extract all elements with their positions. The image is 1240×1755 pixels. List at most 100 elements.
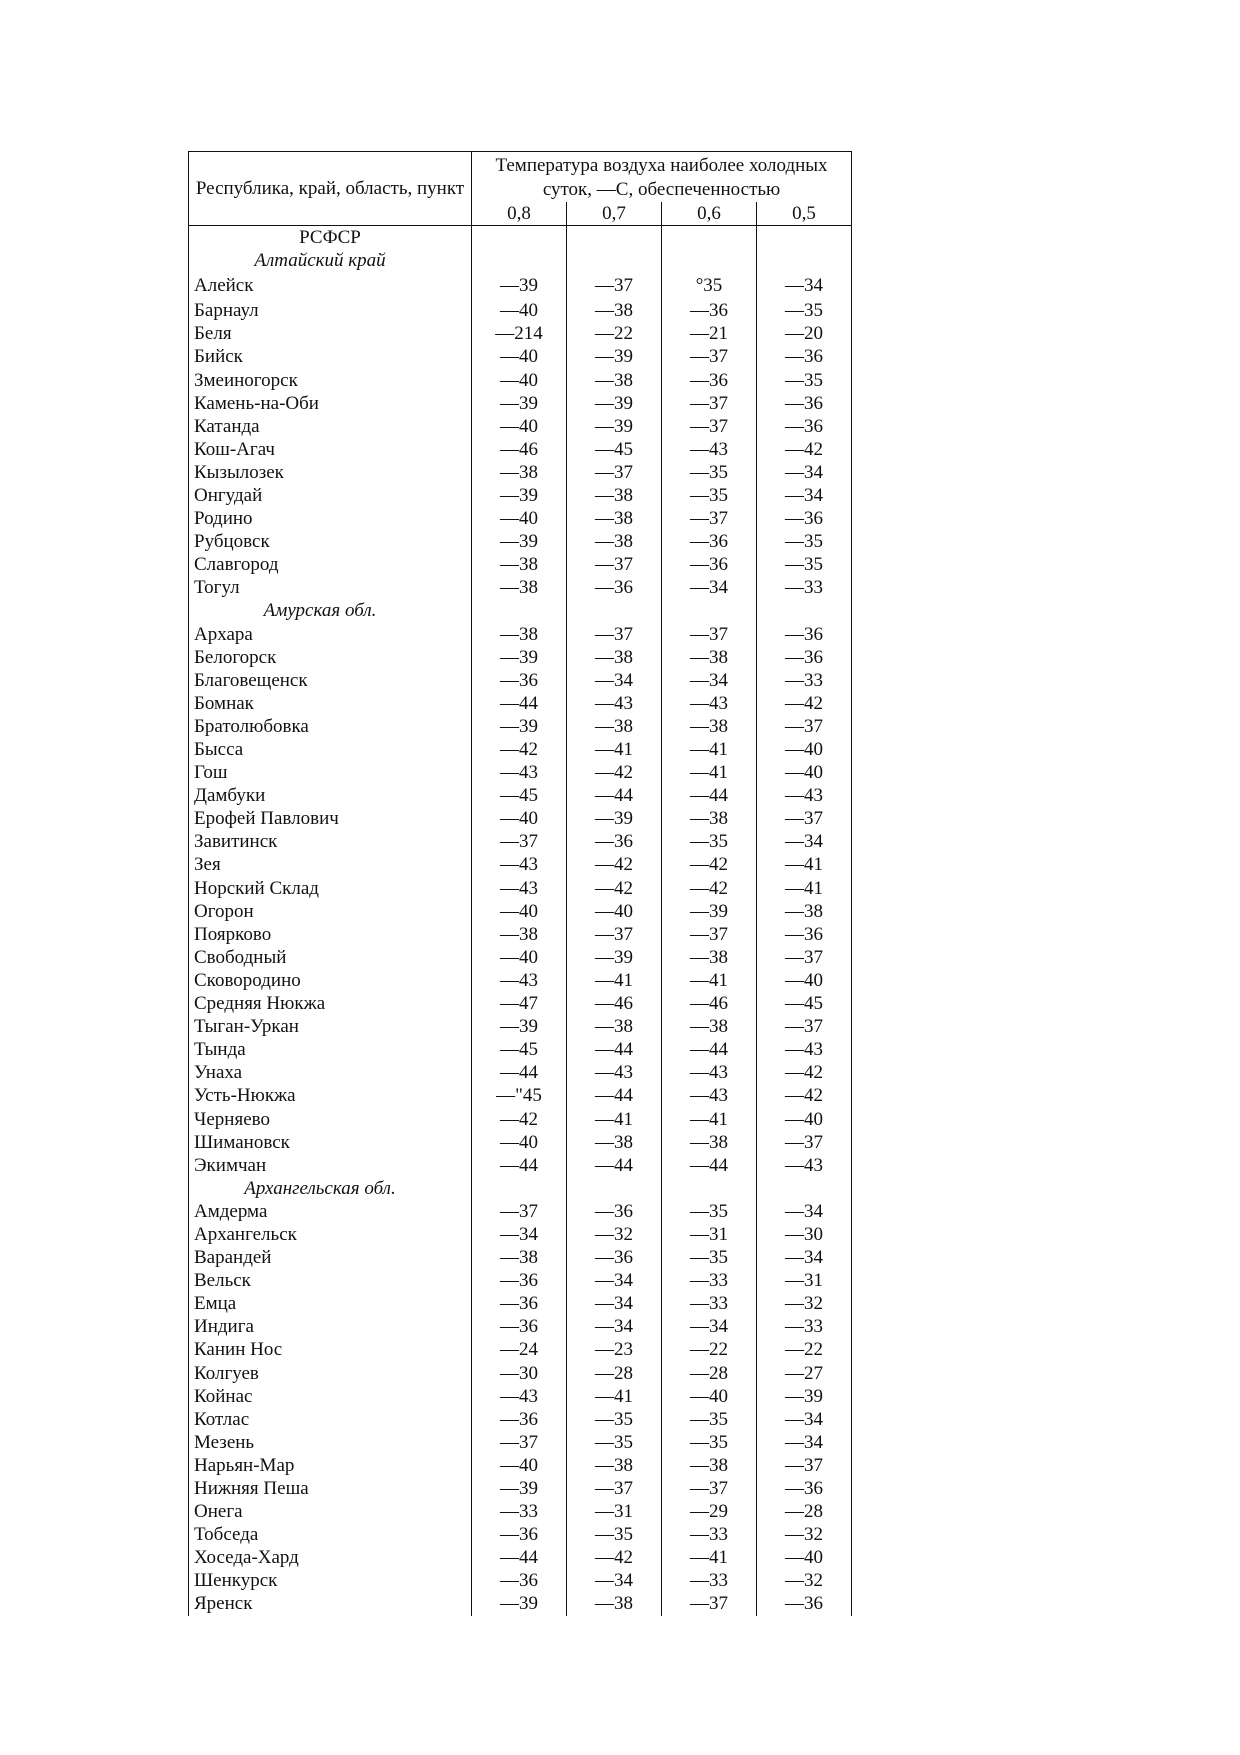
temperature-value: —36 xyxy=(755,645,853,669)
table-row: Черняево —42 —41 —41 —40 xyxy=(188,1107,853,1131)
temperature-value: —39 xyxy=(566,945,662,969)
region-name: Амурская обл. xyxy=(188,599,472,623)
location-name: Сковородино xyxy=(188,968,472,992)
temperature-value: —40 xyxy=(471,1130,567,1154)
temperature-value: —44 xyxy=(661,1153,757,1177)
temperature-value: —36 xyxy=(471,668,567,692)
region-name: Алтайский край xyxy=(188,249,472,273)
table-row: Варандей —38 —36 —35 —34 xyxy=(188,1246,853,1270)
temperature-value: —41 xyxy=(755,853,853,877)
temperature-value: —36 xyxy=(471,1315,567,1339)
temperature-value: —32 xyxy=(755,1292,853,1316)
temperature-value: —44 xyxy=(471,1546,567,1570)
table-row: Змеиногорск —40 —38 —36 —35 xyxy=(188,368,853,392)
temperature-value: —38 xyxy=(661,807,757,831)
temperature-value: —38 xyxy=(566,507,662,531)
temperature-value: —24 xyxy=(471,1338,567,1362)
temperature-value: —23 xyxy=(566,1338,662,1362)
header-location: Республика, край, область, пункт xyxy=(188,151,472,226)
temperature-value: —33 xyxy=(755,1315,853,1339)
temperature-value: —22 xyxy=(755,1338,853,1362)
location-name: Свободный xyxy=(188,945,472,969)
temperature-value: —40 xyxy=(661,1384,757,1408)
table-row: Койнас —43 —41 —40 —39 xyxy=(188,1384,853,1408)
temperature-value: —46 xyxy=(661,992,757,1016)
empty-cell xyxy=(661,1176,757,1200)
temperature-value: —41 xyxy=(661,737,757,762)
location-name: Родино xyxy=(188,507,472,531)
table-row: Бомнак —44 —43 —43 —42 xyxy=(188,691,853,715)
table-row: Благовещенск —36 —34 —34 —33 xyxy=(188,668,853,692)
temperature-value: —29 xyxy=(661,1500,757,1524)
table-row: Нарьян-Мар —40 —38 —38 —37 xyxy=(188,1453,853,1477)
temperature-value: —42 xyxy=(755,437,853,461)
table-row: Средняя Нюкжа —47 —46 —46 —45 xyxy=(188,992,853,1016)
temperature-value: —43 xyxy=(471,1384,567,1408)
table-row: Вельск —36 —34 —33 —31 xyxy=(188,1269,853,1293)
temperature-value: —45 xyxy=(471,1038,567,1062)
temperature-value: —40 xyxy=(471,1453,567,1477)
temperature-value: —34 xyxy=(755,1246,853,1270)
temperature-value: —33 xyxy=(661,1523,757,1547)
country-row: РСФСР xyxy=(188,225,853,250)
header-prob-0-7: 0,7 xyxy=(566,202,662,226)
temperature-value: —37 xyxy=(471,1430,567,1454)
location-name: Онега xyxy=(188,1500,472,1524)
temperature-value: —33 xyxy=(471,1500,567,1524)
temperature-value: —39 xyxy=(471,483,567,508)
location-name: Катанда xyxy=(188,414,472,438)
temperature-value: —36 xyxy=(755,507,853,531)
country-name: РСФСР xyxy=(188,225,472,250)
location-name: Поярково xyxy=(188,922,472,946)
location-name: Онгудай xyxy=(188,483,472,508)
temperature-value: —34 xyxy=(755,483,853,508)
table-row: Архангельск —34 —32 —31 —30 xyxy=(188,1222,853,1247)
temperature-value: —36 xyxy=(471,1269,567,1293)
temperature-value: —42 xyxy=(755,691,853,715)
temperature-value: —38 xyxy=(566,1130,662,1154)
temperature-value: —33 xyxy=(755,668,853,692)
temperature-value: —35 xyxy=(661,1246,757,1270)
temperature-value: —38 xyxy=(566,1592,662,1616)
temperature-value: —35 xyxy=(661,1430,757,1454)
temperature-value: —43 xyxy=(471,968,567,992)
temperature-value: —38 xyxy=(661,714,757,738)
table-row: Родино —40 —38 —37 —36 xyxy=(188,507,853,531)
temperature-value: —37 xyxy=(755,714,853,738)
temperature-value: —44 xyxy=(471,1153,567,1177)
table-row: Кош-Агач —46 —45 —43 —42 xyxy=(188,437,853,461)
temperature-value: —39 xyxy=(566,807,662,831)
location-name: Тобседа xyxy=(188,1523,472,1547)
location-name: Нижняя Пеша xyxy=(188,1476,472,1501)
document-page: Республика, край, область, пункт Темпера… xyxy=(188,151,853,1616)
temperature-value: —38 xyxy=(471,622,567,646)
temperature-value: —36 xyxy=(755,1476,853,1501)
location-name: Завитинск xyxy=(188,830,472,854)
temperature-value: —39 xyxy=(566,391,662,415)
location-name: Братолюбовка xyxy=(188,714,472,738)
table-row: Котлас —36 —35 —35 —34 xyxy=(188,1407,853,1431)
temperature-value: —36 xyxy=(661,530,757,554)
location-name: Амдерма xyxy=(188,1199,472,1223)
location-name: Огорон xyxy=(188,899,472,923)
table-row: Нижняя Пеша —39 —37 —37 —36 xyxy=(188,1476,853,1501)
temperature-value: —42 xyxy=(566,853,662,877)
temperature-value: —39 xyxy=(566,345,662,369)
temperature-value: —37 xyxy=(755,807,853,831)
location-name: Беля xyxy=(188,322,472,346)
temperature-value: —36 xyxy=(661,368,757,392)
temperature-value: —40 xyxy=(471,807,567,831)
temperature-value: —38 xyxy=(566,1015,662,1039)
temperature-value: —41 xyxy=(566,1107,662,1131)
temperature-value: —38 xyxy=(471,460,567,484)
location-name: Камень-на-Оби xyxy=(188,391,472,415)
temperature-value: —39 xyxy=(471,391,567,415)
location-name: Барнаул xyxy=(188,299,472,323)
temperature-value: —38 xyxy=(661,1453,757,1477)
temperature-value: —39 xyxy=(471,272,567,300)
temperature-value: —39 xyxy=(661,899,757,923)
temperature-value: —41 xyxy=(566,737,662,762)
temperature-value: —39 xyxy=(471,1476,567,1501)
temperature-value: —43 xyxy=(755,784,853,808)
temperature-value: —35 xyxy=(661,483,757,508)
